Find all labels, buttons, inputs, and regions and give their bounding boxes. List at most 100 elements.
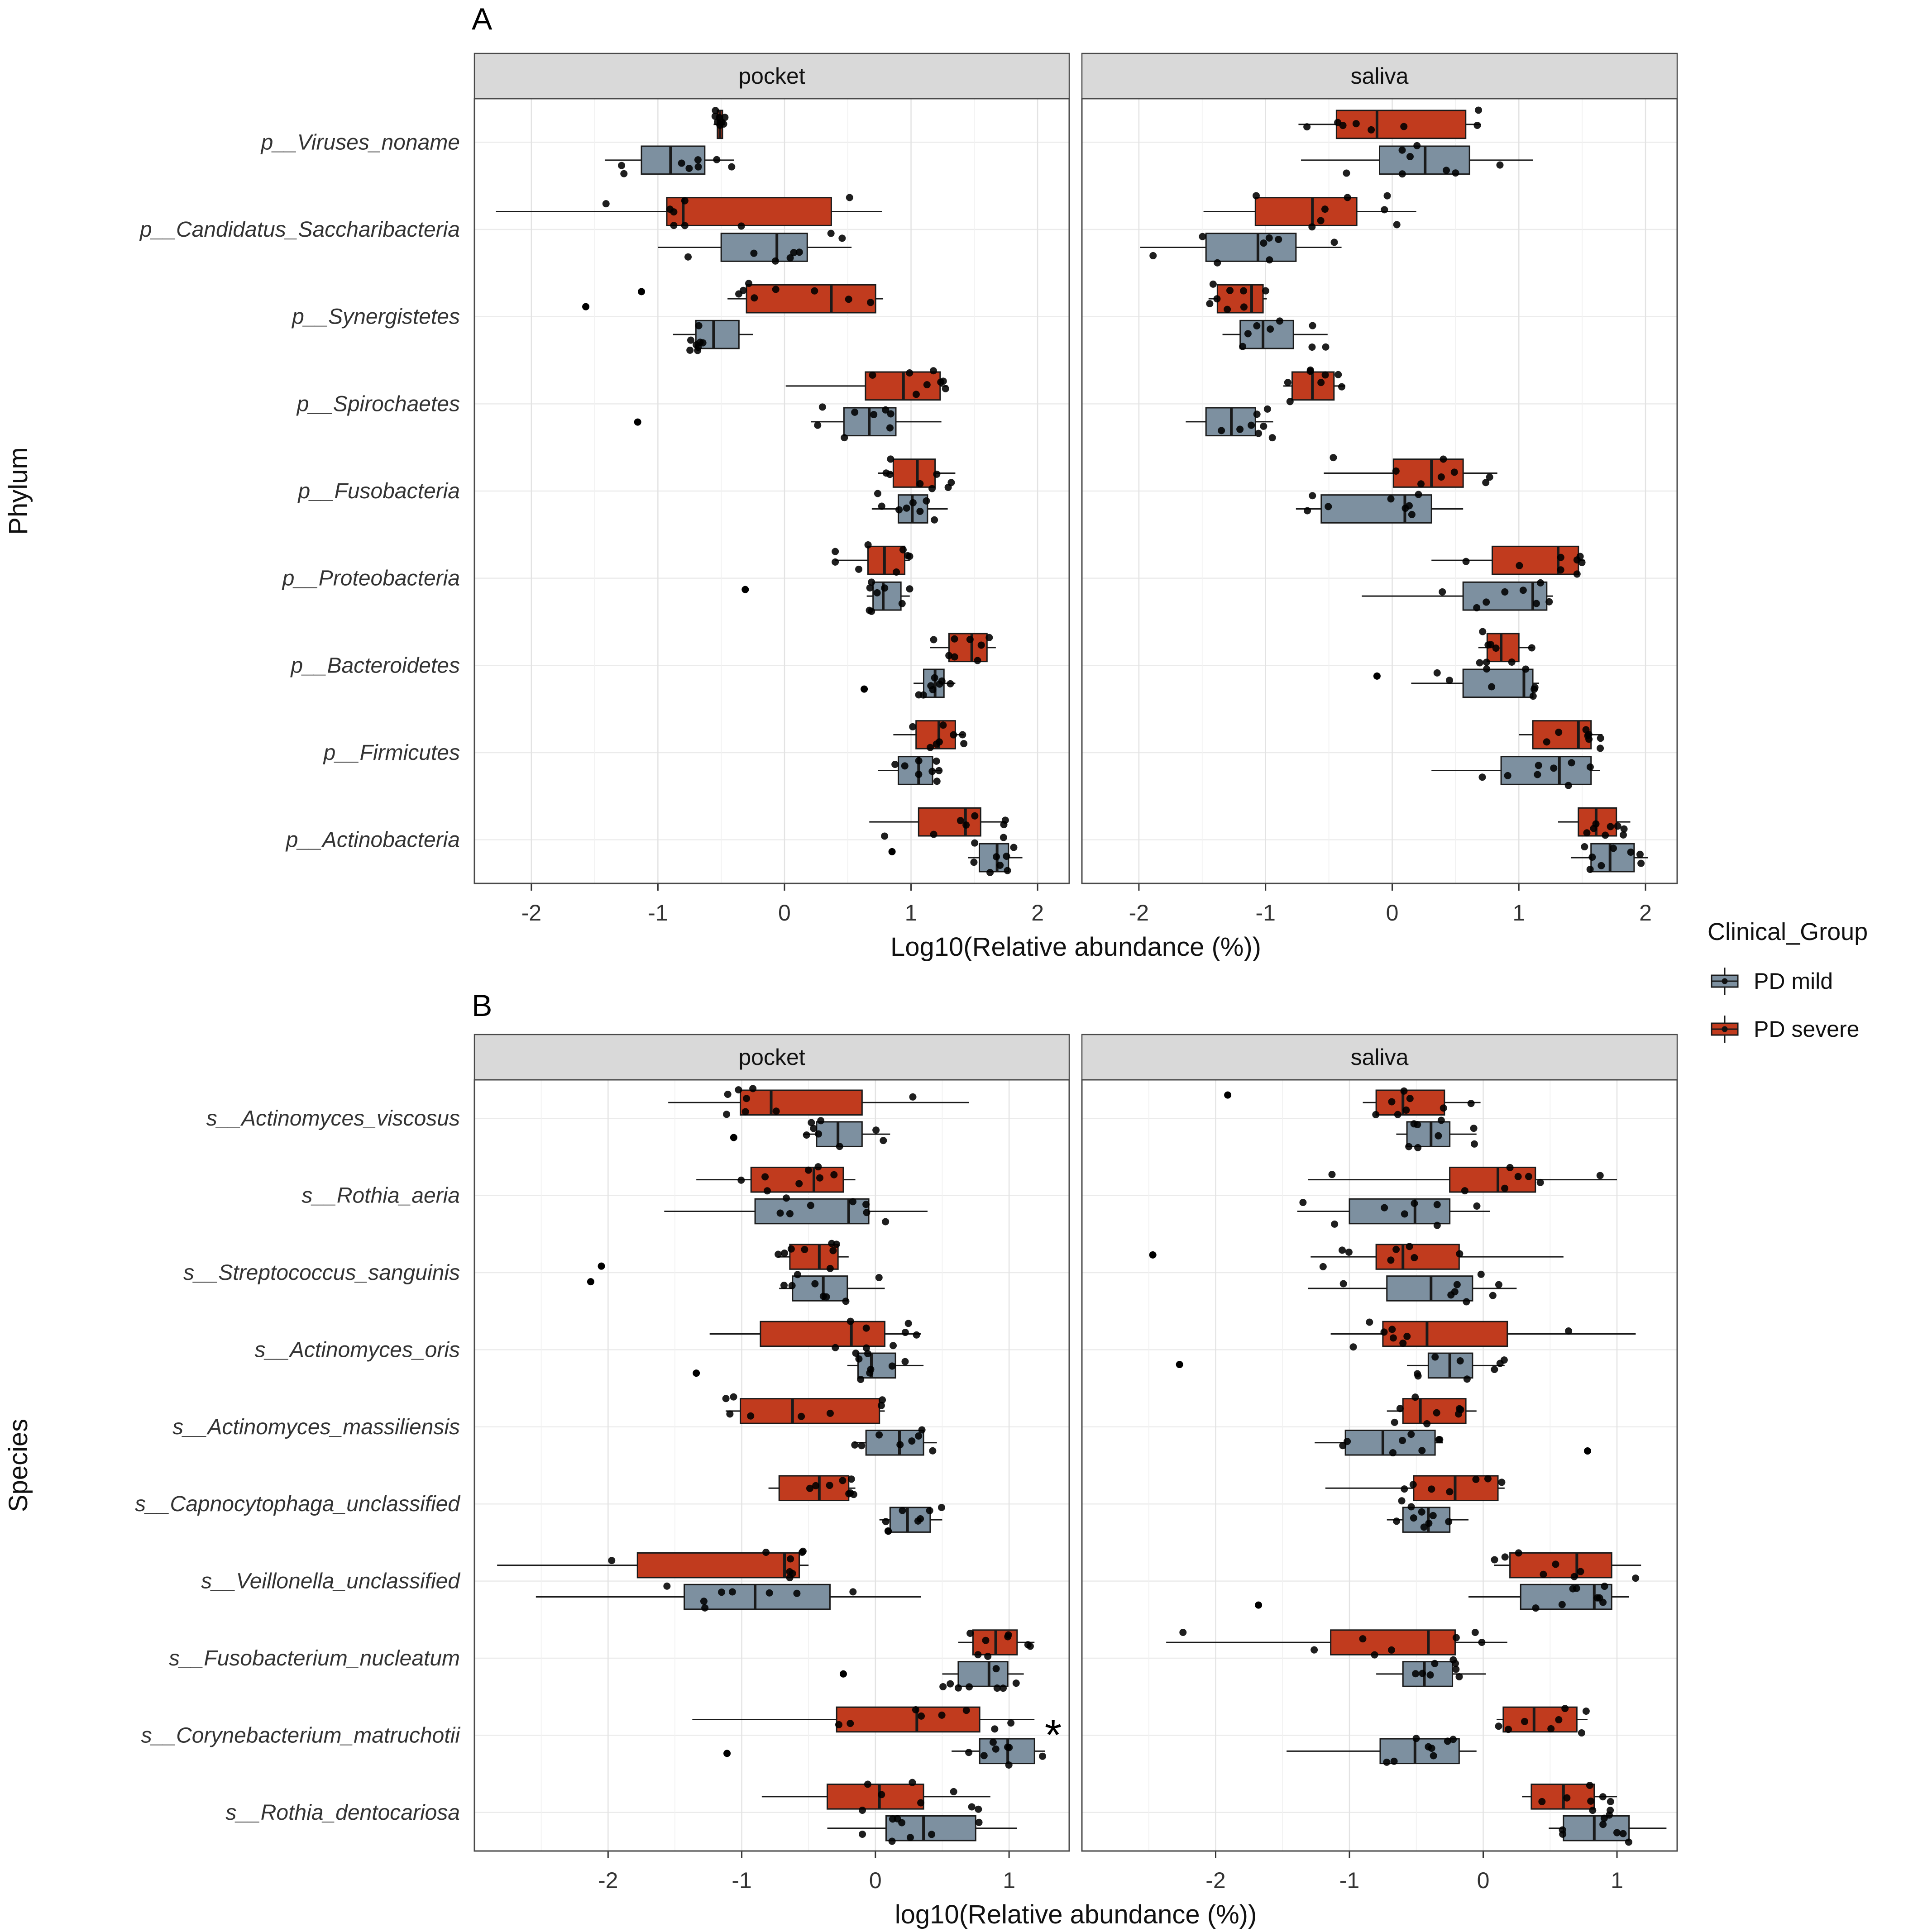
data-point	[827, 229, 835, 237]
data-point	[1496, 161, 1504, 169]
data-point	[826, 1264, 834, 1272]
outlier-point	[1373, 672, 1381, 680]
box	[740, 1398, 880, 1424]
data-point	[1000, 834, 1007, 841]
data-point	[1428, 1745, 1435, 1752]
data-point	[1607, 823, 1614, 830]
data-point	[1398, 146, 1406, 154]
box	[1509, 1552, 1612, 1579]
outlier-point	[1255, 1601, 1263, 1609]
data-point	[1461, 1187, 1468, 1195]
data-point	[984, 1652, 992, 1660]
data-point	[720, 120, 727, 128]
x-tick-label: 2	[1639, 900, 1652, 925]
data-point	[1392, 1245, 1400, 1253]
data-point	[1496, 1360, 1504, 1367]
data-point	[909, 1093, 917, 1101]
data-point	[1532, 600, 1540, 607]
data-point	[915, 1432, 923, 1440]
data-point	[1389, 1334, 1397, 1342]
data-point	[1004, 1633, 1012, 1641]
data-point	[1529, 692, 1537, 700]
category-label: s__Actinomyces_viscosus	[206, 1107, 460, 1131]
data-point	[875, 1431, 883, 1439]
facet-strip	[1081, 1034, 1678, 1081]
data-point	[1596, 1594, 1603, 1602]
panel-border	[1081, 1079, 1678, 1852]
data-point	[899, 546, 907, 553]
category-label: p__Proteobacteria	[282, 567, 460, 591]
data-point	[937, 1503, 945, 1511]
data-point	[927, 744, 934, 751]
data-point	[1555, 729, 1563, 736]
outlier-point	[730, 1134, 737, 1141]
data-point	[1390, 1757, 1398, 1765]
data-point	[1581, 843, 1588, 851]
data-point	[1349, 1343, 1357, 1351]
data-point	[985, 634, 993, 641]
data-point	[1334, 119, 1342, 126]
data-point	[982, 1636, 990, 1644]
category-label: p__Synergistetes	[291, 305, 460, 329]
data-point	[1344, 194, 1351, 201]
data-point	[1532, 1604, 1540, 1612]
data-point	[923, 497, 930, 505]
data-point	[1505, 1726, 1512, 1733]
data-point	[1636, 850, 1644, 858]
data-point	[761, 1173, 769, 1181]
data-point	[808, 1119, 815, 1126]
data-point	[882, 1518, 890, 1526]
data-point	[845, 1490, 853, 1498]
data-point	[1413, 142, 1421, 149]
data-point	[992, 1745, 1000, 1753]
data-point	[966, 1629, 974, 1637]
x-tick-label: 0	[1477, 1868, 1490, 1893]
data-point	[1004, 867, 1011, 874]
data-point	[851, 1441, 859, 1449]
data-point	[747, 1412, 755, 1420]
data-point	[1473, 604, 1481, 611]
data-point	[1389, 1449, 1397, 1457]
data-point	[1445, 677, 1453, 684]
data-point	[829, 1247, 837, 1255]
data-point	[1260, 422, 1268, 430]
panel-b-chart: Species s__Actinomyces_viscosus s__Rothia_…	[4, 1034, 1678, 1929]
data-point	[993, 1684, 1001, 1692]
data-point	[803, 1131, 810, 1139]
data-point	[1265, 234, 1273, 242]
data-point	[966, 635, 974, 643]
data-point	[735, 290, 743, 298]
data-point	[1388, 1326, 1396, 1333]
data-point	[1391, 1418, 1398, 1426]
category-label: p__Firmicutes	[323, 741, 460, 765]
data-point	[1303, 123, 1311, 131]
data-point	[678, 159, 685, 167]
data-point	[970, 859, 978, 866]
data-point	[863, 1209, 871, 1216]
data-point	[931, 516, 938, 524]
x-tick-label: -2	[1129, 900, 1149, 925]
data-point	[745, 280, 753, 287]
data-point	[685, 164, 693, 172]
data-point	[918, 1426, 926, 1434]
clinical-group-legend: Clinical_Group PD mild PD severe	[1708, 918, 1916, 1060]
data-point	[1005, 1761, 1013, 1769]
data-point	[1383, 1758, 1391, 1766]
data-point	[1409, 1481, 1417, 1488]
data-point	[1620, 831, 1627, 839]
data-point	[723, 1111, 731, 1118]
data-point	[1308, 343, 1316, 351]
data-point	[882, 406, 890, 414]
data-point	[1322, 343, 1330, 351]
data-point	[1610, 844, 1617, 852]
data-point	[713, 156, 721, 163]
data-point	[1317, 217, 1325, 224]
data-point	[989, 1738, 997, 1746]
data-point	[1039, 1752, 1047, 1760]
data-point	[832, 548, 839, 555]
data-point	[1406, 153, 1414, 161]
data-point	[1558, 1601, 1566, 1608]
data-point	[1535, 762, 1542, 769]
data-point	[1498, 1479, 1506, 1486]
data-point	[1411, 1254, 1418, 1261]
